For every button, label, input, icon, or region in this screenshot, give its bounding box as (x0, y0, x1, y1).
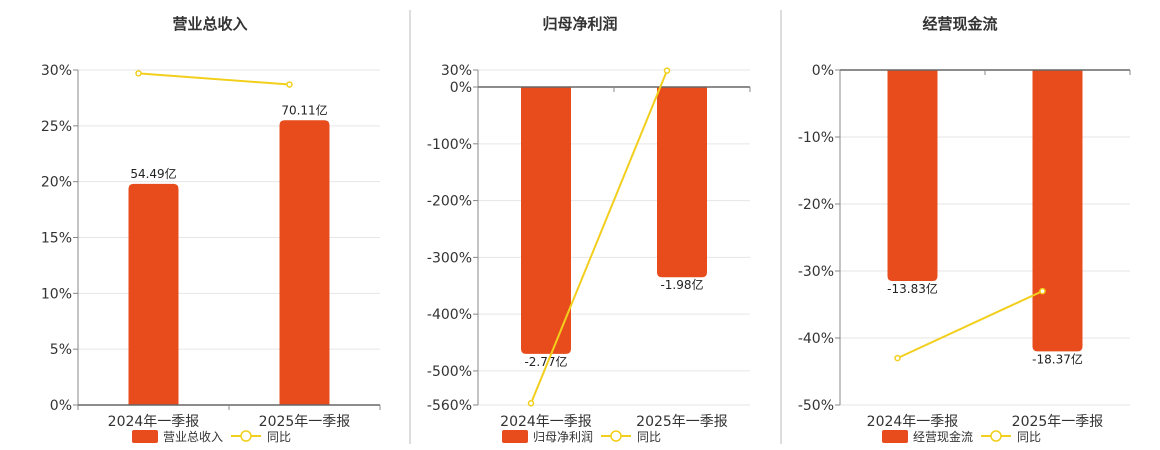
bar-data-label: -13.83亿 (887, 281, 938, 296)
legend-bar-label: 营业总收入 (163, 430, 223, 444)
y-tick-label: 0% (812, 63, 834, 79)
y-tick-label: -560% (427, 398, 472, 414)
y-tick-label: 15% (41, 231, 72, 247)
legend-line-label: 同比 (1017, 430, 1041, 444)
yoy-line (138, 72, 290, 86)
legend-bar-label: 经营现金流 (913, 429, 973, 444)
legend-bar-swatch (132, 430, 158, 443)
bar-1 (887, 70, 938, 282)
y-tick-label: -400% (427, 307, 472, 323)
bar-data-label: -18.37亿 (1032, 351, 1083, 366)
y-tick-label: 30% (41, 63, 72, 79)
chart-title-3: 经营现金流 (922, 15, 997, 33)
x-tick-label: 2025年一季报 (259, 414, 351, 430)
y-tick-label: -50% (798, 398, 834, 414)
legend-bar-swatch (502, 430, 528, 443)
x-tick-label: 2025年一季报 (636, 414, 728, 430)
y-tick-label: -500% (427, 364, 472, 380)
chart-title-1: 营业总收入 (172, 15, 247, 33)
y-tick-label: -100% (427, 137, 472, 153)
y-tick-label: -200% (427, 194, 472, 210)
bar-data-label: -1.98亿 (660, 277, 703, 292)
bar-data-label: -2.77亿 (524, 354, 567, 369)
bar-1 (521, 87, 571, 354)
yoy-line (530, 70, 668, 404)
bar-2 (1032, 70, 1083, 352)
y-tick-label: -30% (798, 264, 834, 280)
y-tick-label: 0% (450, 80, 472, 96)
legend-bar-label: 归母净利润 (533, 430, 593, 444)
y-tick-label: 30% (441, 63, 472, 79)
legend-line-marker (990, 430, 1002, 442)
y-tick-label: 0% (50, 398, 72, 414)
legend-line-label: 同比 (637, 430, 661, 444)
bar-2 (279, 120, 330, 405)
legend-line-marker (240, 430, 252, 442)
chart-title-2: 归母净利润 (542, 15, 617, 33)
yoy-point-2 (286, 81, 293, 88)
yoy-point-1 (135, 70, 142, 77)
yoy-point-2 (663, 67, 671, 74)
y-tick-label: -40% (798, 331, 834, 347)
y-tick-label: -10% (798, 130, 834, 146)
y-tick-label: 10% (41, 286, 72, 302)
bar-data-label: 70.11亿 (281, 102, 327, 117)
bar-1 (128, 183, 179, 405)
yoy-point-2 (1039, 287, 1046, 295)
x-tick-label: 2024年一季报 (867, 414, 959, 430)
yoy-point-1 (527, 400, 535, 407)
y-tick-label: 25% (41, 119, 72, 135)
x-tick-label: 2025年一季报 (1012, 414, 1104, 430)
y-tick-label: -20% (798, 197, 834, 213)
y-tick-label: 5% (50, 342, 72, 358)
x-tick-label: 2024年一季报 (500, 414, 592, 430)
legend-line-marker (610, 430, 622, 442)
y-tick-label: 20% (41, 175, 72, 191)
yoy-line (897, 290, 1043, 360)
x-tick-label: 2024年一季报 (108, 414, 200, 430)
legend-bar-swatch (882, 430, 908, 443)
bar-data-label: 54.49亿 (130, 166, 176, 181)
legend-line-label: 同比 (267, 430, 291, 444)
y-tick-label: -300% (427, 250, 472, 266)
bar-2 (657, 87, 707, 278)
yoy-point-1 (894, 354, 901, 362)
